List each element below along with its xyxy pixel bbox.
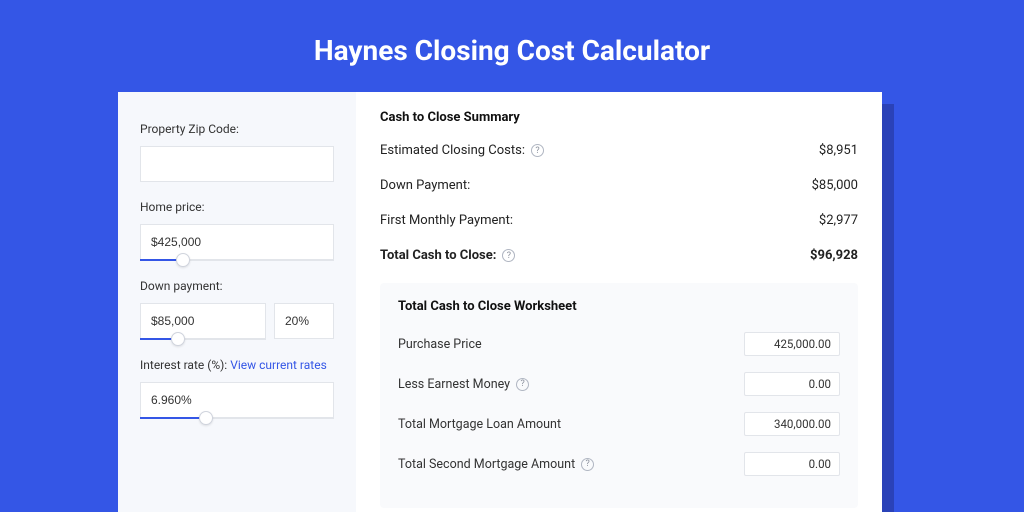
summary-total-value: $96,928 — [810, 248, 858, 263]
worksheet-label: Purchase Price — [398, 337, 482, 352]
worksheet-value-box[interactable]: 0.00 — [744, 372, 840, 396]
summary-row-down-payment: Down Payment: $85,000 — [380, 178, 858, 193]
summary-row-closing-costs: Estimated Closing Costs: ? $8,951 — [380, 143, 858, 158]
help-icon[interactable]: ? — [581, 458, 594, 471]
summary-row-first-payment: First Monthly Payment: $2,977 — [380, 213, 858, 228]
worksheet-label: Total Second Mortgage Amount — [398, 457, 575, 472]
worksheet-label-wrap: Purchase Price — [398, 337, 482, 352]
summary-label-wrap: Estimated Closing Costs: ? — [380, 143, 544, 158]
home-price-field-group: Home price: — [140, 200, 334, 261]
worksheet-title: Total Cash to Close Worksheet — [398, 299, 840, 314]
interest-rate-label-text: Interest rate (%): — [140, 358, 230, 372]
down-payment-slider-thumb[interactable] — [171, 332, 185, 346]
down-payment-slider[interactable] — [140, 338, 266, 340]
worksheet-row-purchase-price: Purchase Price 425,000.00 — [398, 332, 840, 356]
page-title: Haynes Closing Cost Calculator — [0, 0, 1024, 67]
down-payment-row — [140, 303, 334, 340]
home-price-slider[interactable] — [140, 259, 334, 261]
worksheet-label-wrap: Total Second Mortgage Amount ? — [398, 457, 594, 472]
interest-rate-input[interactable] — [140, 382, 334, 418]
summary-value: $2,977 — [819, 213, 858, 228]
summary-row-total: Total Cash to Close: ? $96,928 — [380, 248, 858, 263]
summary-label: Estimated Closing Costs: — [380, 143, 525, 158]
help-icon[interactable]: ? — [531, 144, 544, 157]
interest-rate-slider-thumb[interactable] — [199, 411, 213, 425]
summary-value: $85,000 — [812, 178, 858, 193]
down-payment-field-group: Down payment: — [140, 279, 334, 340]
zip-label: Property Zip Code: — [140, 122, 334, 136]
interest-rate-label: Interest rate (%): View current rates — [140, 358, 334, 372]
summary-label: First Monthly Payment: — [380, 213, 513, 228]
help-icon[interactable]: ? — [516, 378, 529, 391]
summary-title: Cash to Close Summary — [380, 110, 858, 125]
input-pane: Property Zip Code: Home price: Down paym… — [118, 92, 356, 512]
interest-rate-slider-fill — [140, 417, 206, 419]
interest-rate-field-group: Interest rate (%): View current rates — [140, 358, 334, 419]
results-pane: Cash to Close Summary Estimated Closing … — [356, 92, 882, 512]
summary-label-wrap: Total Cash to Close: ? — [380, 248, 515, 263]
worksheet-value-box[interactable]: 0.00 — [744, 452, 840, 476]
calculator-card: Property Zip Code: Home price: Down paym… — [118, 92, 882, 512]
view-rates-link[interactable]: View current rates — [230, 358, 327, 372]
summary-label: Down Payment: — [380, 178, 470, 193]
interest-rate-slider-wrap — [140, 382, 334, 419]
worksheet-label: Less Earnest Money — [398, 377, 510, 392]
down-payment-input[interactable] — [140, 303, 266, 339]
home-price-label: Home price: — [140, 200, 334, 214]
down-payment-label: Down payment: — [140, 279, 334, 293]
home-price-input[interactable] — [140, 224, 334, 260]
worksheet-value-box[interactable]: 425,000.00 — [744, 332, 840, 356]
summary-total-label: Total Cash to Close: — [380, 248, 496, 263]
worksheet-label: Total Mortgage Loan Amount — [398, 417, 561, 432]
interest-rate-slider[interactable] — [140, 417, 334, 419]
home-price-slider-thumb[interactable] — [176, 253, 190, 267]
down-payment-slider-wrap — [140, 303, 266, 340]
help-icon[interactable]: ? — [502, 249, 515, 262]
worksheet-value-box[interactable]: 340,000.00 — [744, 412, 840, 436]
down-payment-slider-group — [140, 303, 266, 340]
summary-label-wrap: First Monthly Payment: — [380, 213, 513, 228]
home-price-slider-wrap — [140, 224, 334, 261]
summary-value: $8,951 — [819, 143, 858, 158]
worksheet-label-wrap: Less Earnest Money ? — [398, 377, 529, 392]
zip-input[interactable] — [140, 146, 334, 182]
page-background: Haynes Closing Cost Calculator Property … — [0, 0, 1024, 512]
worksheet-row-second-mortgage: Total Second Mortgage Amount ? 0.00 — [398, 452, 840, 476]
down-payment-pct-input[interactable] — [274, 303, 334, 339]
worksheet-panel: Total Cash to Close Worksheet Purchase P… — [380, 283, 858, 508]
zip-field-group: Property Zip Code: — [140, 122, 334, 182]
worksheet-row-mortgage-amount: Total Mortgage Loan Amount 340,000.00 — [398, 412, 840, 436]
worksheet-label-wrap: Total Mortgage Loan Amount — [398, 417, 561, 432]
summary-label-wrap: Down Payment: — [380, 178, 470, 193]
worksheet-row-earnest-money: Less Earnest Money ? 0.00 — [398, 372, 840, 396]
